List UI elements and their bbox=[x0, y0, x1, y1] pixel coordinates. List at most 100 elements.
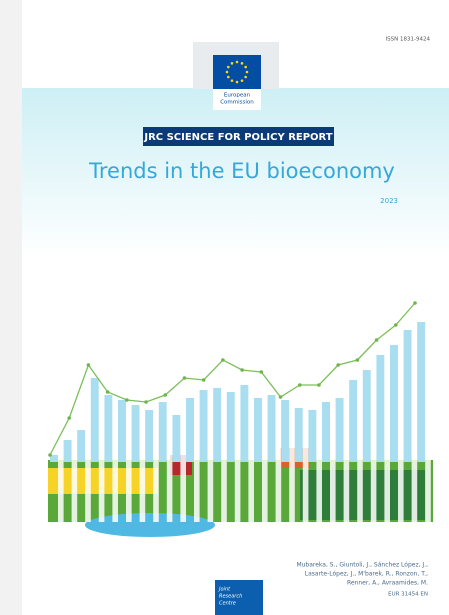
bar-gap bbox=[412, 330, 418, 522]
trend-dot bbox=[144, 400, 148, 404]
bar-gap bbox=[316, 330, 322, 522]
bar-gap bbox=[99, 330, 105, 522]
jrc-logo-text: Centre bbox=[219, 601, 236, 607]
trend-dot bbox=[356, 358, 360, 362]
trend-dot bbox=[375, 338, 379, 342]
author-line: Lasarte-López, J., M'barek, R., Ronzon, … bbox=[305, 571, 428, 578]
bar-gap bbox=[384, 330, 390, 522]
trend-dot bbox=[106, 390, 110, 394]
sky-bar bbox=[104, 395, 112, 462]
sky-bar bbox=[91, 378, 99, 462]
sky-bar bbox=[172, 415, 180, 462]
logo-flag bbox=[213, 55, 261, 89]
year: 2023 bbox=[380, 197, 398, 205]
sky-bar bbox=[254, 398, 262, 462]
report-cover: ISSN 1831-9424 European Commission JRC S… bbox=[0, 0, 449, 615]
bar-gap bbox=[398, 330, 404, 522]
bar-gap bbox=[112, 330, 118, 522]
sky-bar bbox=[404, 330, 412, 462]
bar-gap bbox=[58, 330, 64, 522]
trend-dot bbox=[394, 323, 398, 327]
sky-bar bbox=[132, 405, 140, 462]
logo-text: European bbox=[224, 93, 251, 99]
trend-dot bbox=[279, 395, 283, 399]
page: ISSN 1831-9424 European Commission JRC S… bbox=[0, 0, 449, 615]
trend-dot bbox=[317, 383, 321, 387]
bar-gap bbox=[140, 330, 146, 522]
bar-gap bbox=[180, 330, 186, 522]
sky-bar bbox=[308, 410, 316, 462]
logo-text: Commission bbox=[220, 100, 254, 106]
bar-gap bbox=[126, 330, 132, 522]
sky-bar bbox=[240, 385, 248, 462]
bar-gap bbox=[208, 330, 214, 522]
sky-bar bbox=[213, 388, 221, 462]
bar-gap bbox=[194, 330, 200, 522]
star bbox=[244, 76, 247, 79]
sky-bar bbox=[145, 410, 153, 462]
bar-gap bbox=[371, 330, 377, 522]
trend-dot bbox=[87, 363, 91, 367]
star bbox=[227, 76, 230, 79]
trend-dot bbox=[413, 301, 417, 305]
sky-bar bbox=[77, 430, 85, 462]
sky-bar bbox=[227, 392, 235, 462]
bar-gap bbox=[167, 330, 173, 522]
star bbox=[246, 71, 249, 74]
bar-gap bbox=[276, 330, 282, 522]
bar-gap bbox=[289, 330, 295, 522]
bar-gap bbox=[153, 330, 159, 522]
star bbox=[226, 71, 229, 74]
title: Trends in the EU bioeconomy bbox=[88, 159, 395, 183]
sky-bar bbox=[64, 440, 72, 462]
sky-bar bbox=[376, 355, 384, 462]
bar-gap bbox=[235, 330, 241, 522]
star bbox=[244, 66, 247, 69]
sky-bar bbox=[322, 402, 330, 462]
trend-dot bbox=[260, 370, 264, 374]
sky-bar bbox=[417, 322, 425, 462]
bar-gap bbox=[425, 330, 431, 522]
bar-gap bbox=[262, 330, 268, 522]
trend-dot bbox=[336, 363, 340, 367]
bar-gap bbox=[303, 330, 309, 522]
trend-dot bbox=[202, 378, 206, 382]
trend-dot bbox=[163, 393, 167, 397]
sky-bar bbox=[200, 390, 208, 462]
bar-gap bbox=[344, 330, 350, 522]
author-line: Renner, A., Avraamides, M. bbox=[347, 580, 428, 587]
sky-bar bbox=[118, 400, 126, 462]
report-number: EUR 31454 EN bbox=[388, 592, 428, 598]
bar-gap bbox=[248, 330, 254, 522]
sky-bar bbox=[281, 400, 289, 462]
star bbox=[227, 66, 230, 69]
sky-bar bbox=[295, 408, 303, 462]
series-label: JRC SCIENCE FOR POLICY REPORT bbox=[143, 132, 332, 143]
jrc-logo-text: Joint bbox=[218, 587, 231, 593]
sky-bar bbox=[268, 395, 276, 462]
sky-bar bbox=[159, 402, 167, 462]
trend-dot bbox=[48, 453, 52, 457]
bar-gap bbox=[85, 330, 91, 522]
jrc-logo-text: Research bbox=[219, 594, 242, 600]
sky-bar bbox=[336, 398, 344, 462]
bar-gap bbox=[330, 330, 336, 522]
author-line: Mubareka, S., Giuntoli, J., Sánchez Lópe… bbox=[296, 562, 428, 569]
star bbox=[231, 79, 234, 82]
trend-dot bbox=[125, 398, 129, 402]
jrc-logo: Joint Research Centre bbox=[215, 580, 263, 615]
star bbox=[236, 61, 239, 64]
star bbox=[241, 62, 244, 65]
trend-dot bbox=[67, 416, 71, 420]
sky-bar bbox=[363, 370, 371, 462]
trend-dot bbox=[298, 383, 302, 387]
sky-bar bbox=[349, 380, 357, 462]
issn: ISSN 1831-9424 bbox=[386, 37, 431, 43]
star bbox=[236, 81, 239, 84]
star bbox=[241, 79, 244, 82]
trend-dot bbox=[240, 368, 244, 372]
star bbox=[231, 62, 234, 65]
sky-bar bbox=[186, 398, 194, 462]
trend-dot bbox=[221, 358, 225, 362]
bar-gap bbox=[72, 330, 78, 522]
